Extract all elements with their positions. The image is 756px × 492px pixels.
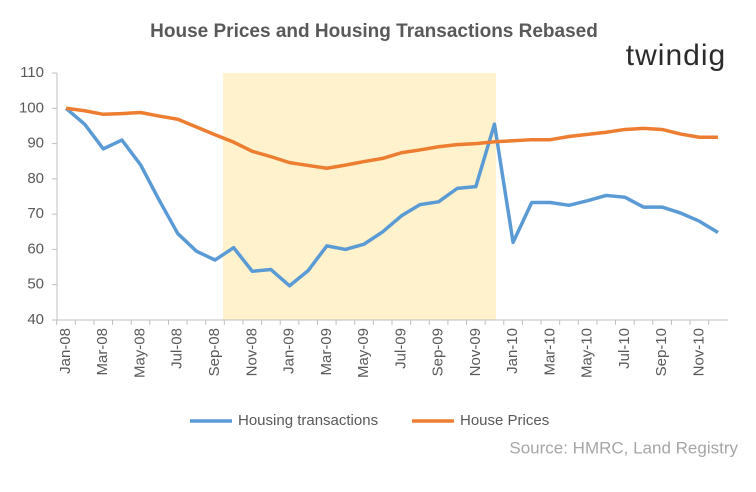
y-tick-label: 50 (27, 276, 44, 293)
x-tick-label: May-10 (579, 328, 596, 378)
y-tick-label: 110 (20, 64, 44, 81)
y-tick-label: 90 (27, 135, 44, 152)
y-tick-label: 80 (27, 170, 44, 187)
x-tick-label: May-09 (355, 328, 372, 378)
legend-label: Housing transactions (238, 412, 378, 429)
x-tick-label: Mar-08 (94, 328, 111, 376)
y-tick-label: 40 (27, 311, 44, 328)
x-tick-label: Sep-10 (653, 328, 670, 376)
x-tick-label: May-08 (131, 328, 148, 378)
x-tick-label: Jul-10 (616, 328, 633, 369)
x-tick-label: Nov-10 (690, 328, 707, 376)
y-tick-label: 70 (27, 205, 44, 222)
x-tick-label: Sep-09 (430, 328, 447, 376)
x-tick-label: Jul-09 (392, 328, 409, 369)
x-tick-label: Jul-08 (169, 328, 186, 369)
line (65, 106, 718, 171)
y-tick-label: 60 (27, 240, 44, 257)
line (64, 106, 719, 288)
logo: twindig (626, 39, 726, 72)
x-tick-label: Jan-08 (57, 328, 74, 374)
x-tick-label: Mar-09 (318, 328, 335, 376)
highlight-period (223, 73, 496, 320)
y-tick-label: 100 (19, 99, 44, 116)
x-tick-label: Jan-09 (281, 328, 298, 374)
x-tick-label: Mar-10 (541, 328, 558, 376)
chart-title: House Prices and Housing Transactions Re… (150, 21, 598, 42)
x-tick-label: Nov-09 (467, 328, 484, 376)
legend-label: House Prices (460, 412, 549, 429)
x-tick-label: Sep-08 (206, 328, 223, 376)
x-tick-label: Jan-10 (504, 328, 521, 374)
x-tick-label: Nov-08 (243, 328, 260, 376)
source: Source: HMRC, Land Registry (509, 438, 738, 457)
